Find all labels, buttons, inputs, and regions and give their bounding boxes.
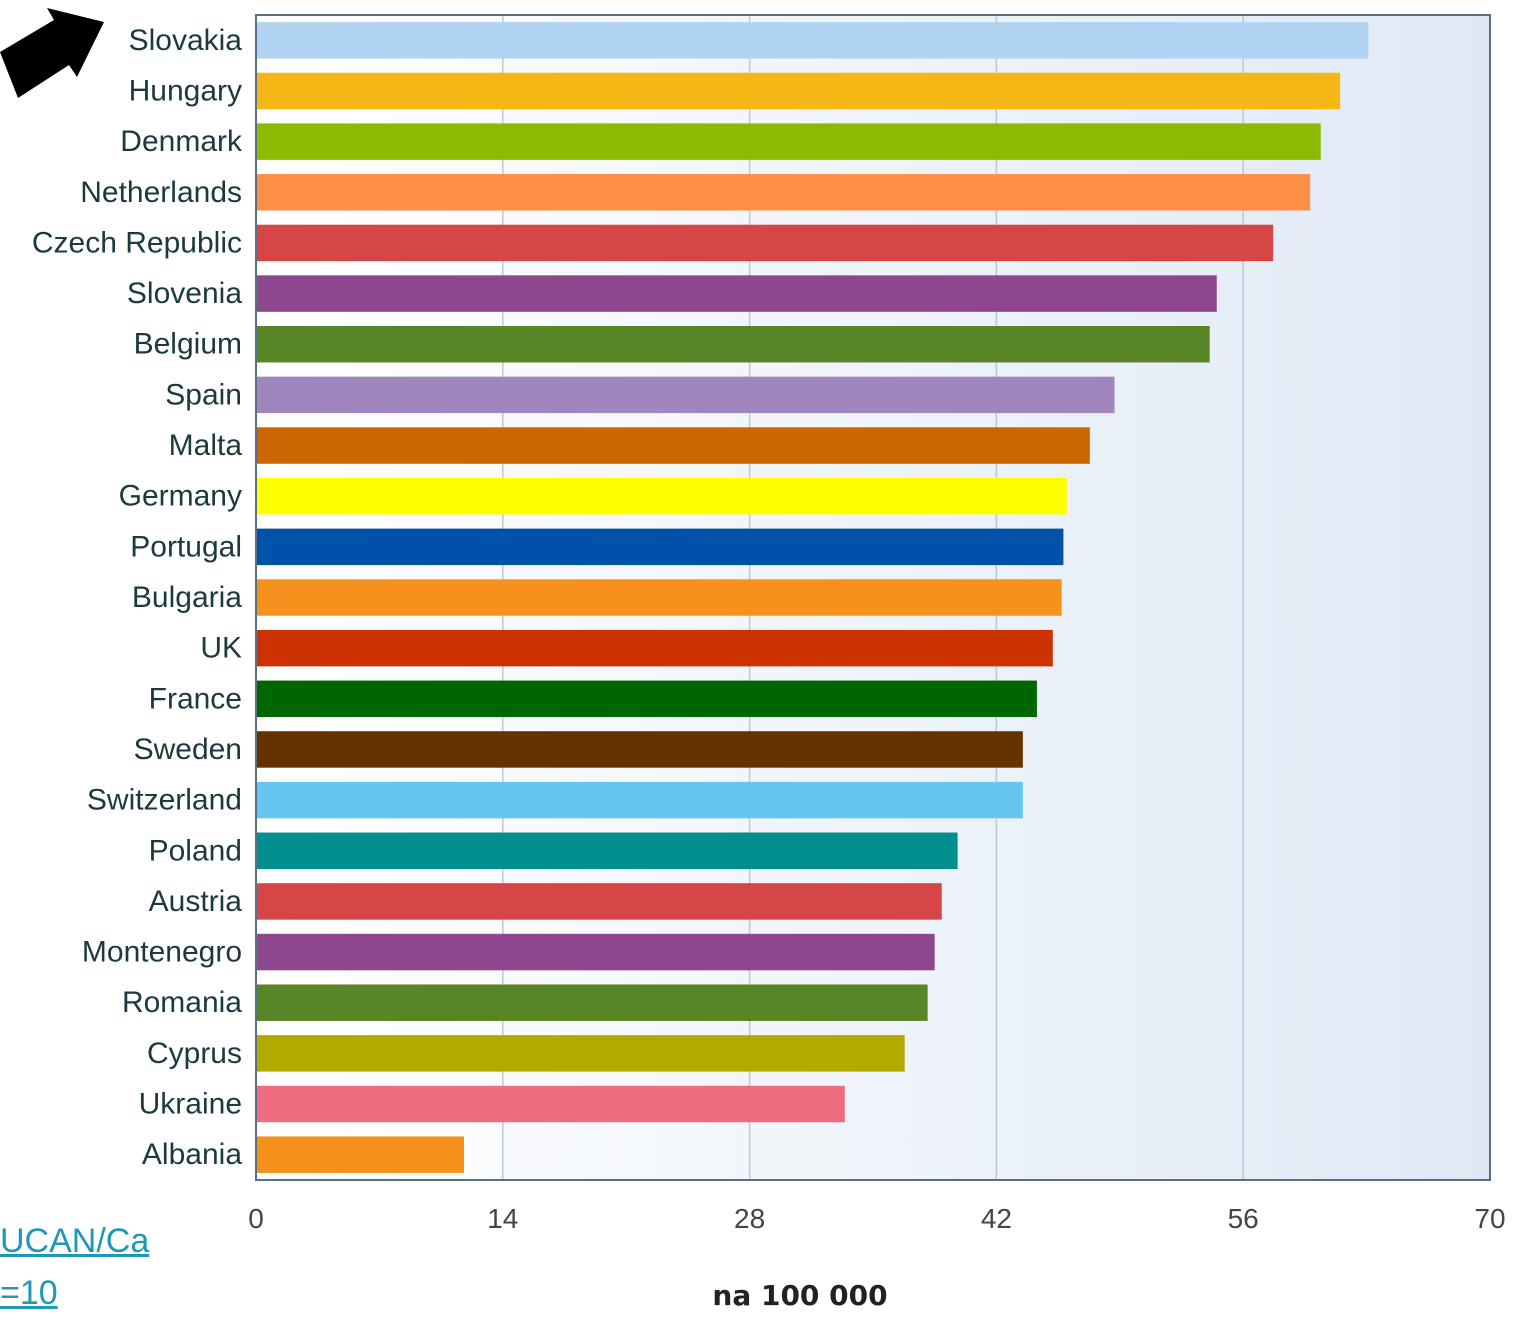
category-label-belgium: Belgium <box>134 328 242 361</box>
bar-switzerland <box>257 781 1023 819</box>
category-label-hungary: Hungary <box>129 74 242 107</box>
bar-slovakia <box>257 22 1369 59</box>
bar-hungary <box>257 72 1341 110</box>
bar-czech-republic <box>257 224 1274 262</box>
category-label-slovenia: Slovenia <box>127 277 242 310</box>
category-label-france: France <box>149 682 242 715</box>
bar-austria <box>257 883 942 920</box>
bar-sweden <box>257 731 1023 768</box>
bar-germany <box>257 477 1067 515</box>
category-label-germany: Germany <box>119 480 242 513</box>
category-label-sweden: Sweden <box>134 733 242 766</box>
x-tick-label-0: 0 <box>248 1203 264 1234</box>
bar-montenegro <box>257 933 935 971</box>
x-tick-label-70: 70 <box>1474 1203 1505 1234</box>
source-link-line-2[interactable]: =10 <box>0 1274 58 1312</box>
category-label-cyprus: Cyprus <box>147 1037 242 1070</box>
category-label-slovakia: Slovakia <box>129 24 243 57</box>
source-link-line-1[interactable]: UCAN/Ca <box>0 1222 150 1260</box>
bar-malta <box>257 427 1090 464</box>
bar-cyprus <box>257 1035 905 1072</box>
category-label-czech-republic: Czech Republic <box>32 226 242 259</box>
bar-bulgaria <box>257 579 1062 616</box>
pointer-arrow-icon <box>0 8 104 98</box>
bar-netherlands <box>257 174 1311 211</box>
bar-poland <box>257 832 958 869</box>
bar-slovenia <box>257 275 1217 312</box>
category-label-netherlands: Netherlands <box>80 176 242 209</box>
category-label-albania: Albania <box>142 1138 242 1171</box>
x-tick-label-42: 42 <box>981 1203 1012 1234</box>
bar-france <box>257 680 1037 718</box>
category-label-switzerland: Switzerland <box>87 784 242 817</box>
x-tick-labels: 0 14 28 42 56 70 <box>248 1203 1505 1234</box>
x-tick-label-14: 14 <box>487 1203 518 1234</box>
category-label-poland: Poland <box>149 834 242 867</box>
category-label-ukraine: Ukraine <box>139 1088 242 1121</box>
category-label-malta: Malta <box>169 429 243 462</box>
bar-albania <box>257 1136 465 1173</box>
plot-border <box>255 14 1491 1181</box>
category-labels: Slovakia Hungary Denmark Netherlands Czech R… <box>32 24 243 1171</box>
category-label-austria: Austria <box>149 885 243 918</box>
bar-spain <box>257 376 1115 414</box>
bar-portugal <box>257 528 1064 566</box>
bar-denmark <box>257 123 1321 160</box>
bar-belgium <box>257 326 1210 363</box>
x-tick-label-28: 28 <box>734 1203 765 1234</box>
category-label-spain: Spain <box>165 378 242 411</box>
bar-romania <box>257 984 928 1021</box>
x-axis-label: na 100 000 <box>712 1279 887 1312</box>
category-label-denmark: Denmark <box>120 125 243 158</box>
category-label-uk: UK <box>200 632 242 665</box>
bar-ukraine <box>257 1085 845 1123</box>
x-tick-label-56: 56 <box>1228 1203 1259 1234</box>
bar-uk <box>257 629 1053 667</box>
category-label-bulgaria: Bulgaria <box>132 581 242 614</box>
category-label-montenegro: Montenegro <box>82 936 242 969</box>
category-label-portugal: Portugal <box>130 530 242 563</box>
bars <box>257 22 1369 1173</box>
category-label-romania: Romania <box>122 986 242 1019</box>
